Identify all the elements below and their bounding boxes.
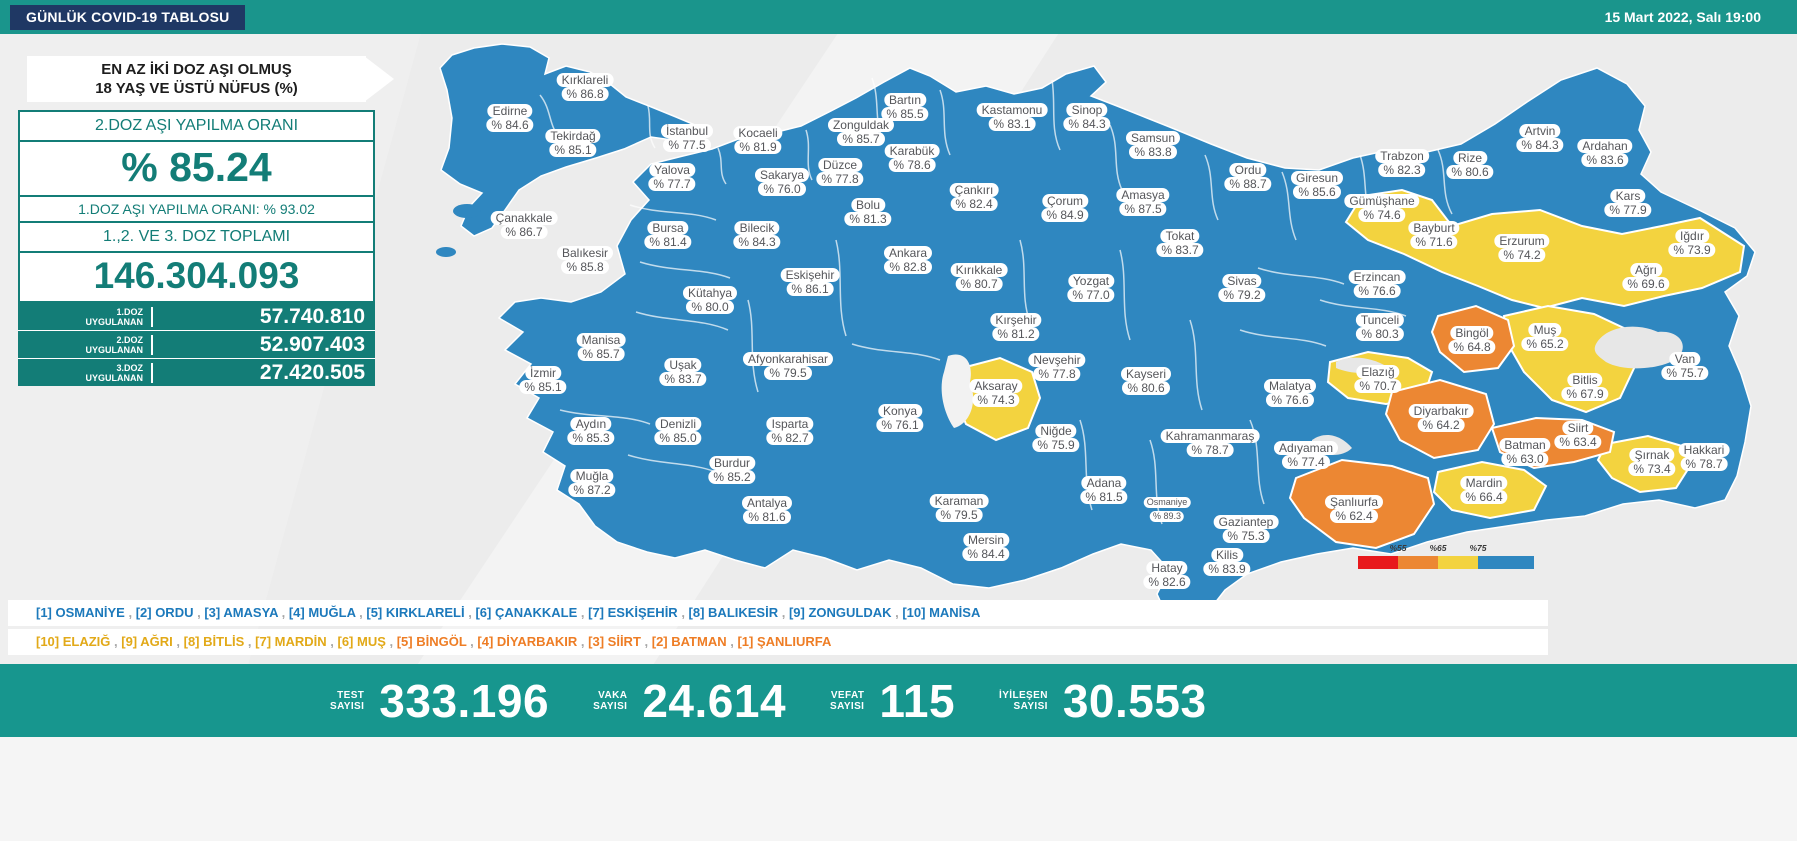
- dose-row: 1.DOZ UYGULANAN 57.740.810: [18, 303, 375, 331]
- ranking-item: [4] MUĞLA: [288, 605, 356, 620]
- ranking-item: [5] BİNGÖL: [396, 634, 467, 649]
- legend-ticks: %55 %65 %75: [1358, 543, 1534, 555]
- ranking-separator: ,: [193, 605, 205, 620]
- ranking-item: [10] ELAZIĞ: [36, 634, 111, 649]
- report-date: 15 Mart 2022, Salı 19:00: [1604, 9, 1761, 25]
- dose-value: 57.740.810: [259, 304, 365, 328]
- dose-label: 1.DOZ UYGULANAN: [18, 306, 153, 327]
- dose-value: 27.420.505: [259, 360, 365, 384]
- dose-rows: 1.DOZ UYGULANAN 57.740.810 2.DOZ UYGULANAN…: [18, 303, 375, 386]
- ranking-item: [6] ÇANAKKALE: [475, 605, 578, 620]
- ranking-item: [10] MANİSA: [902, 605, 981, 620]
- legend-color-bar: [1358, 556, 1534, 569]
- dose-value: 52.907.403: [259, 332, 365, 356]
- page-title: GÜNLÜK COVID-19 TABLOSU: [10, 5, 246, 30]
- dose-row: 3.DOZ UYGULANAN 27.420.505: [18, 359, 375, 386]
- stat-value: 30.553: [1062, 674, 1207, 727]
- ranking-separator: ,: [124, 605, 136, 620]
- ranking-separator: ,: [726, 634, 738, 649]
- stat-group: VAKA SAYISI 24.614: [593, 674, 786, 728]
- marmara-island: [453, 204, 481, 218]
- ranking-separator: ,: [326, 634, 338, 649]
- vaccine-panel: EN AZ İKİ DOZ AŞI OLMUŞ 18 YAŞ VE ÜSTÜ N…: [18, 56, 394, 386]
- ranking-separator: ,: [891, 605, 903, 620]
- stat-label: VAKA SAYISI: [593, 689, 628, 712]
- stat-label: VEFAT SAYISI: [830, 689, 865, 712]
- stat-label: TEST SAYISI: [330, 689, 365, 712]
- ranking-separator: ,: [577, 605, 589, 620]
- vaccine-panel-title: EN AZ İKİ DOZ AŞI OLMUŞ 18 YAŞ VE ÜSTÜ N…: [27, 56, 394, 102]
- ranking-row-lowest: [10] ELAZIĞ , [9] AĞRI , [8] BİTLİS , [7…: [8, 629, 1548, 655]
- legend-segment-orange: [1398, 556, 1438, 569]
- ranking-item: [1] ŞANLIURFA: [737, 634, 832, 649]
- legend-segment-yellow: [1438, 556, 1478, 569]
- gokceada-island: [436, 247, 456, 257]
- legend-tick: %55: [1389, 543, 1407, 553]
- ranking-separator: ,: [172, 634, 184, 649]
- top-bar: GÜNLÜK COVID-19 TABLOSU 15 Mart 2022, Sa…: [0, 0, 1797, 34]
- ranking-separator: ,: [385, 634, 397, 649]
- ranking-item: [3] SİİRT: [588, 634, 641, 649]
- stat-value: 24.614: [642, 674, 787, 727]
- ranking-item: [8] BALIKESİR: [688, 605, 779, 620]
- ranking-separator: ,: [464, 605, 476, 620]
- vaccine-panel-body: 2.DOZ AŞI YAPILMA ORANI % 85.24 1.DOZ AŞ…: [18, 110, 375, 303]
- stat-value: 115: [879, 674, 956, 727]
- ranking-item: [2] BATMAN: [651, 634, 727, 649]
- dose-label: 2.DOZ UYGULANAN: [18, 334, 153, 355]
- dose2-rate-label: 2.DOZ AŞI YAPILMA ORANI: [20, 112, 373, 142]
- ranking-row-highest: [1] OSMANİYE , [2] ORDU , [3] AMASYA , […: [8, 600, 1548, 626]
- ranking-separator: ,: [110, 634, 122, 649]
- ranking-item: [9] ZONGULDAK: [788, 605, 892, 620]
- ranking-separator: ,: [577, 634, 589, 649]
- ranking-separator: ,: [677, 605, 689, 620]
- ranking-item: [3] AMASYA: [204, 605, 278, 620]
- ranking-item: [1] OSMANİYE: [36, 605, 125, 620]
- ranking-separator: ,: [244, 634, 256, 649]
- map-legend: %55 %65 %75: [1358, 543, 1534, 573]
- stat-group: VEFAT SAYISI 115: [830, 674, 955, 728]
- legend-segment-red: [1358, 556, 1398, 569]
- ranking-item: [4] DİYARBAKIR: [477, 634, 578, 649]
- legend-tick: %75: [1469, 543, 1487, 553]
- bottom-strip: [0, 737, 1797, 841]
- total-doses-label: 1.,2. VE 3. DOZ TOPLAMI: [20, 223, 373, 253]
- dose1-rate-label: 1.DOZ AŞI YAPILMA ORANI: % 93.02: [20, 197, 373, 223]
- stat-group: İYİLEŞEN SAYISI 30.553: [999, 674, 1206, 728]
- dose2-rate-value: % 85.24: [20, 142, 373, 197]
- ranking-item: [2] ORDU: [135, 605, 194, 620]
- stats-bar: TEST SAYISI 333.196 VAKA SAYISI 24.614 VEF…: [0, 664, 1797, 737]
- ranking-separator: ,: [355, 605, 367, 620]
- dose-label: 3.DOZ UYGULANAN: [18, 362, 153, 383]
- ranking-item: [7] ESKİŞEHİR: [588, 605, 678, 620]
- legend-tick: %65: [1429, 543, 1447, 553]
- stat-label: İYİLEŞEN SAYISI: [999, 689, 1048, 712]
- ranking-item: [7] MARDİN: [255, 634, 327, 649]
- ranking-separator: ,: [640, 634, 652, 649]
- ranking-item: [5] KIRKLARELİ: [366, 605, 465, 620]
- legend-segment-blue: [1478, 556, 1534, 569]
- dose-row: 2.DOZ UYGULANAN 52.907.403: [18, 331, 375, 359]
- ranking-separator: ,: [278, 605, 289, 620]
- ranking-separator: ,: [466, 634, 478, 649]
- vaccine-panel-title-line2: 18 YAŞ VE ÜSTÜ NÜFUS (%): [95, 80, 298, 97]
- stat-value: 333.196: [379, 674, 550, 727]
- ranking-item: [6] MUŞ: [337, 634, 386, 649]
- total-doses-value: 146.304.093: [93, 255, 300, 296]
- ranking-item: [9] AĞRI: [121, 634, 173, 649]
- ranking-item: [8] BİTLİS: [183, 634, 245, 649]
- vaccine-panel-title-line1: EN AZ İKİ DOZ AŞI OLMUŞ: [101, 61, 292, 78]
- ranking-separator: ,: [778, 605, 789, 620]
- stat-group: TEST SAYISI 333.196: [330, 674, 549, 728]
- arrow-right-icon: [364, 56, 394, 102]
